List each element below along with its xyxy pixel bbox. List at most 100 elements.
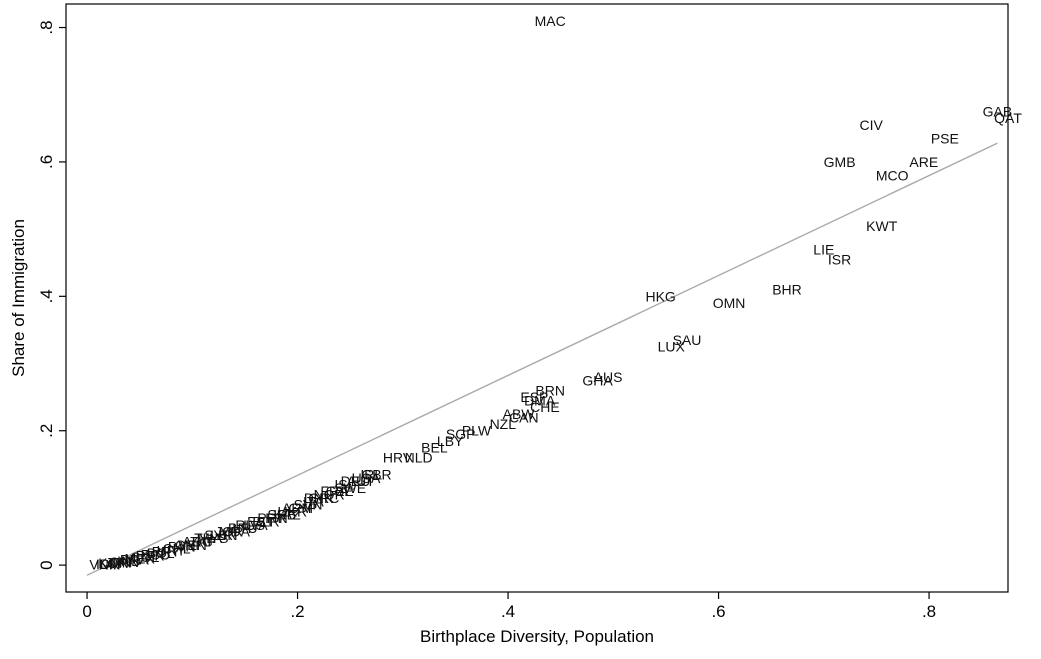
point-label-est: EST [247, 513, 275, 529]
point-label-gbr: GBR [361, 466, 391, 482]
point-label-mex: MEX [125, 550, 156, 566]
point-label-hrv: HRV [383, 450, 413, 466]
y-axis: 0 .2 .4 .6 .8 [37, 20, 66, 570]
point-label-nor: NOR [314, 487, 345, 503]
point-label-ukr: UKR [278, 503, 308, 519]
point-label-abw: ABW [503, 406, 536, 422]
point-label-deu: DEU [341, 473, 371, 489]
point-label-col: COL [131, 549, 160, 565]
point-label-gmb: GMB [824, 154, 856, 170]
point-label-per: PER [136, 548, 165, 564]
point-label-kaz: KAZ [273, 507, 301, 523]
point-label-lux: LUX [658, 339, 686, 355]
point-label-fra: FRA [320, 483, 349, 499]
point-label-isr: ISR [828, 251, 851, 267]
point-label-mys: MYS [198, 530, 228, 546]
point-label-arm: ARM [282, 500, 313, 516]
point-label-jor: JOR [215, 524, 243, 540]
point-label-mda: MDA [219, 524, 251, 540]
y-tick-label: .6 [37, 155, 56, 169]
point-label-bel: BEL [421, 440, 448, 456]
point-label-cyp: CYP [288, 500, 317, 516]
point-label-aut: AUT [347, 473, 375, 489]
point-label-mco: MCO [876, 167, 909, 183]
point-label-zaf: ZAF [190, 534, 216, 550]
point-label-gha: GHA [582, 372, 613, 388]
point-label-chl: CHL [163, 540, 191, 556]
point-label-qat: QAT [994, 110, 1022, 126]
x-tick-label: .4 [501, 602, 515, 621]
point-label-ind: IND [117, 553, 141, 569]
point-label-mac: MAC [535, 13, 566, 29]
x-axis-title: Birthplace Diversity, Population [420, 627, 654, 646]
point-label-prt: PRT [257, 510, 285, 526]
point-label-lby: LBY [437, 433, 464, 449]
point-label-nld: NLD [405, 450, 433, 466]
point-label-ven: VEN [178, 537, 207, 553]
point-label-pse: PSE [931, 130, 959, 146]
y-tick-label: .8 [37, 20, 56, 34]
y-axis-title: Share of Immigration [9, 219, 28, 377]
point-label-pry: PRY [152, 544, 181, 560]
point-label-nzl: NZL [490, 416, 517, 432]
point-label-civ: CIV [860, 117, 884, 133]
point-label-lie: LIE [813, 241, 834, 257]
y-tick-label: .2 [37, 424, 56, 438]
x-tick-label: 0 [82, 602, 91, 621]
point-label-sau: SAU [673, 332, 702, 348]
point-label-rus: RUS [235, 517, 265, 533]
point-label-swe: SWE [334, 480, 366, 496]
x-tick-label: .8 [922, 602, 936, 621]
point-label-bih: BIH [228, 520, 251, 536]
point-label-bol: BOL [147, 545, 175, 561]
point-label-srb: SRB [267, 507, 296, 523]
point-label-lva: LVA [243, 517, 268, 533]
point-label-arg: ARG [182, 534, 212, 550]
point-label-che: CHE [530, 399, 560, 415]
point-label-are: ARE [909, 154, 938, 170]
point-label-chn: CHN [109, 554, 139, 570]
x-tick-label: .6 [711, 602, 725, 621]
point-label-ury: URY [157, 542, 187, 558]
plot-frame [65, 3, 1009, 593]
x-tick-label: .2 [290, 602, 304, 621]
x-axis: 0 .2 .4 .6 .8 [82, 592, 936, 621]
point-label-can: CAN [509, 409, 539, 425]
point-label-cze: CZE [326, 483, 354, 499]
point-label-bra: BRA [120, 552, 149, 568]
point-label-tha: THA [194, 530, 223, 546]
y-tick-label: 0 [37, 560, 56, 569]
point-label-svn: SVN [294, 497, 323, 513]
point-label-aus: AUS [594, 369, 623, 385]
point-label-bhr: BHR [772, 282, 802, 298]
point-label-ecu: ECU [141, 546, 171, 562]
point-label-pan: PAN [168, 538, 196, 554]
point-label-kwt: KWT [866, 218, 898, 234]
point-label-irl: IRL [360, 466, 382, 482]
point-label-blr: BLR [252, 513, 279, 529]
point-label-vnm: VNM [89, 556, 120, 572]
point-label-ltu: LTU [232, 520, 257, 536]
point-label-isl: ISL [334, 476, 355, 492]
point-label-cri: CRI [175, 537, 199, 553]
point-label-plw: PLW [462, 423, 492, 439]
point-label-lbn: LBN [210, 527, 237, 543]
fit-line-layer [86, 142, 998, 576]
point-label-gab: GAB [983, 104, 1013, 120]
point-label-dma: DMA [524, 392, 556, 408]
point-label-grc: GRC [308, 490, 339, 506]
point-label-jpn: JPN [105, 554, 131, 570]
fit-line [86, 142, 998, 576]
point-label-esp: ESP [520, 389, 548, 405]
point-label-hkg: HKG [645, 288, 675, 304]
point-label-fin: FIN [265, 510, 288, 526]
y-tick-label: .4 [37, 289, 56, 303]
point-label-sgp: SGP [446, 426, 476, 442]
point-label-kor: KOR [98, 555, 128, 571]
point-label-brn: BRN [535, 382, 565, 398]
point-label-dnk: DNK [304, 490, 334, 506]
point-label-omn: OMN [713, 295, 746, 311]
